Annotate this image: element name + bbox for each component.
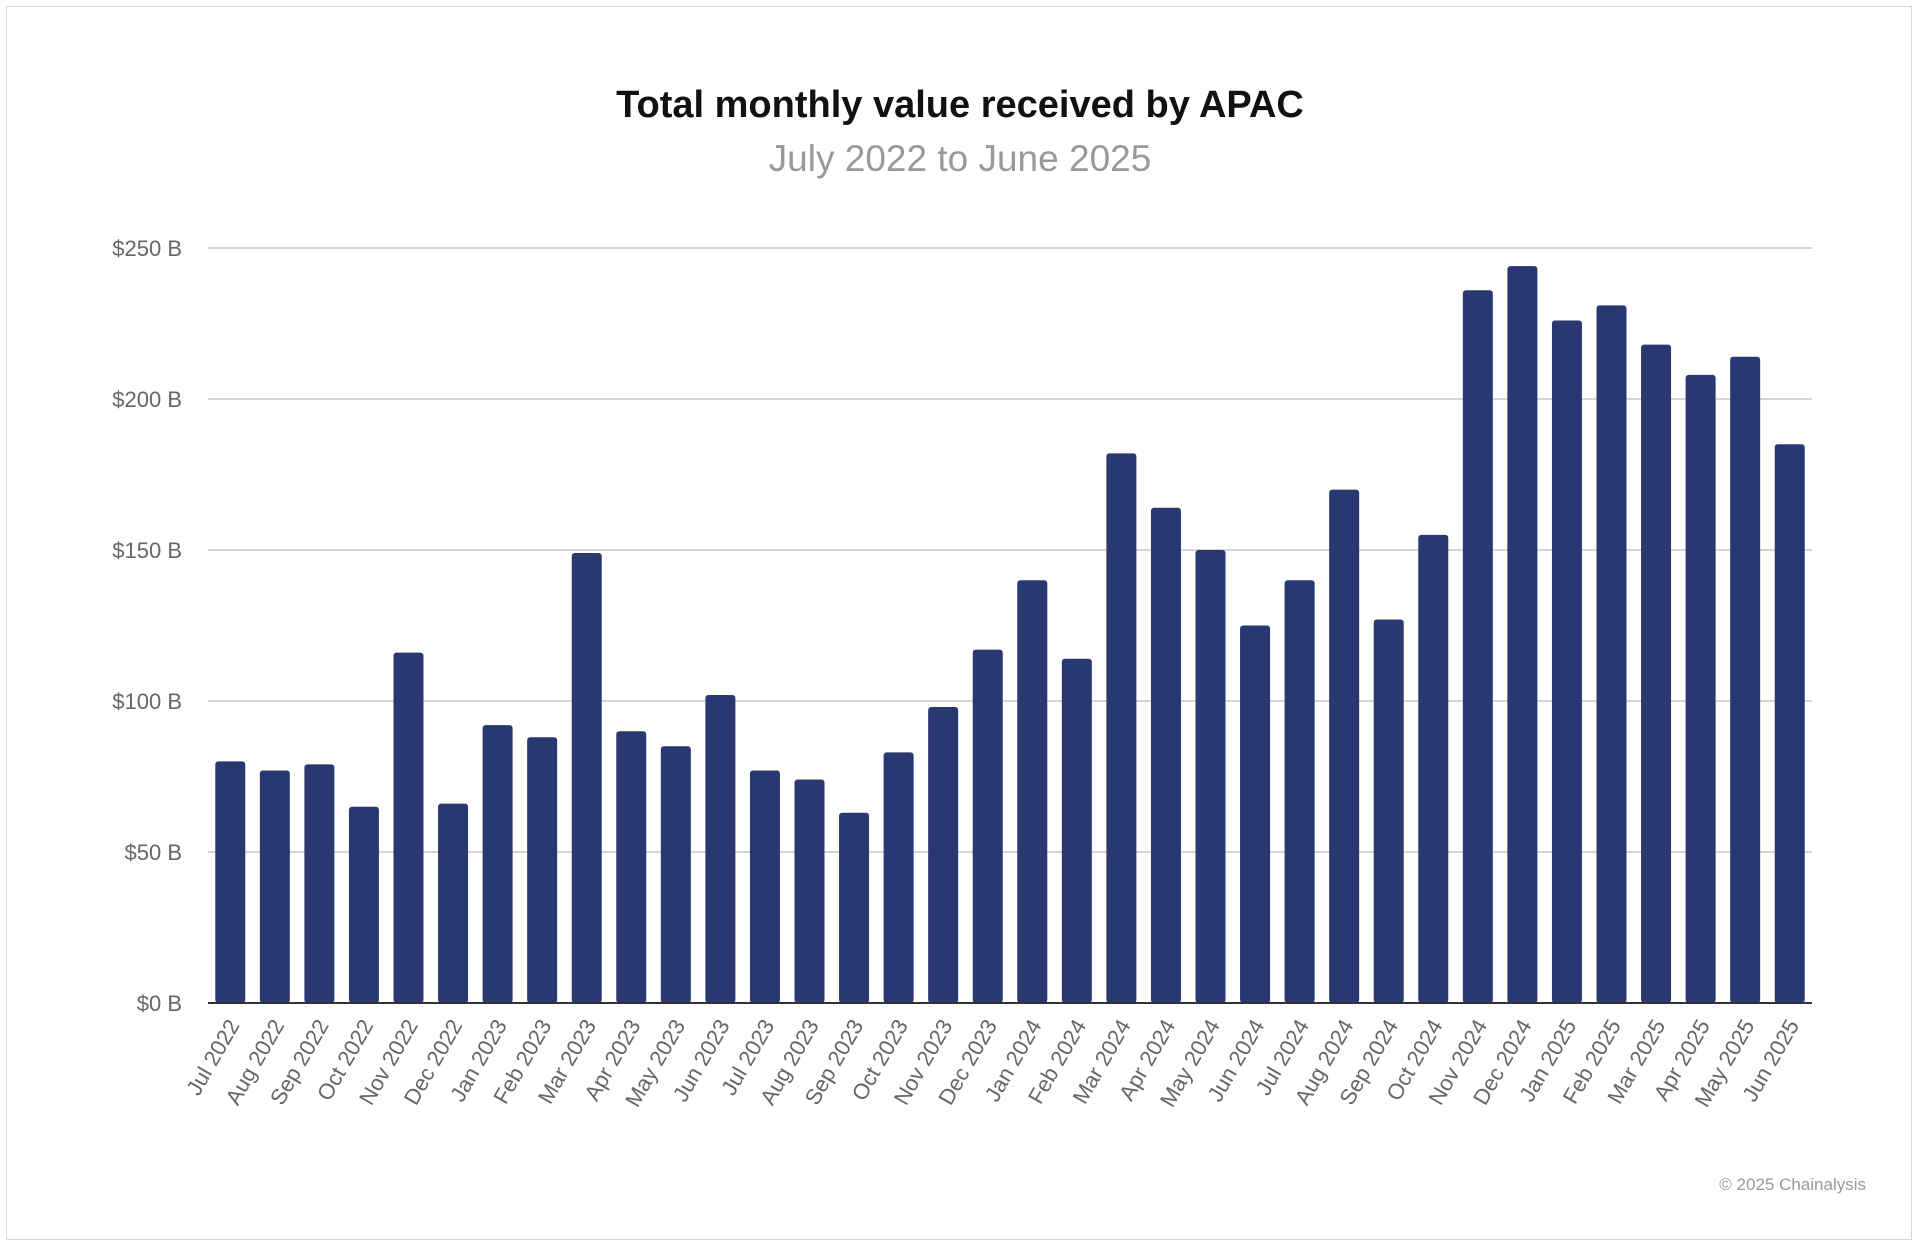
copyright-credit: © 2025 Chainalysis xyxy=(1719,1175,1866,1194)
bar xyxy=(571,553,602,1003)
bar xyxy=(348,806,379,1003)
bar xyxy=(304,764,335,1003)
bar xyxy=(972,649,1003,1003)
bar xyxy=(883,752,914,1003)
bar xyxy=(928,707,959,1003)
chart-frame xyxy=(6,6,1912,1240)
y-tick-label: $50 B xyxy=(125,840,183,865)
y-tick-label: $0 B xyxy=(137,991,182,1016)
bar xyxy=(1685,374,1716,1004)
bar xyxy=(1507,266,1538,1003)
y-tick-label: $250 B xyxy=(112,236,182,261)
bar xyxy=(1061,658,1092,1003)
bar xyxy=(1106,453,1137,1003)
bar xyxy=(1284,580,1315,1003)
bar xyxy=(705,694,736,1003)
bar xyxy=(1774,444,1805,1003)
bar xyxy=(482,725,513,1003)
chart-title: Total monthly value received by APAC xyxy=(616,84,1304,126)
bar xyxy=(1418,534,1449,1003)
bar xyxy=(1150,507,1181,1003)
bar xyxy=(1641,344,1672,1003)
y-tick-label: $200 B xyxy=(112,387,182,412)
bar xyxy=(616,731,647,1003)
bar xyxy=(1240,625,1271,1003)
bar xyxy=(749,770,780,1003)
bar xyxy=(1596,305,1627,1003)
bar xyxy=(527,737,558,1003)
bar xyxy=(660,746,691,1003)
chart-subtitle: July 2022 to June 2025 xyxy=(768,138,1152,179)
bar xyxy=(1462,290,1493,1003)
y-tick-label: $100 B xyxy=(112,689,182,714)
bar xyxy=(1329,489,1360,1004)
bar xyxy=(259,770,290,1003)
bar xyxy=(839,812,870,1003)
bar xyxy=(215,761,246,1003)
bar xyxy=(1195,550,1226,1003)
bar xyxy=(1730,356,1761,1004)
bar xyxy=(794,779,825,1003)
bar xyxy=(1017,580,1048,1003)
bar xyxy=(393,652,424,1003)
bar xyxy=(1551,320,1582,1004)
bar xyxy=(438,803,469,1003)
y-tick-label: $150 B xyxy=(112,538,182,563)
bar xyxy=(1373,619,1404,1003)
